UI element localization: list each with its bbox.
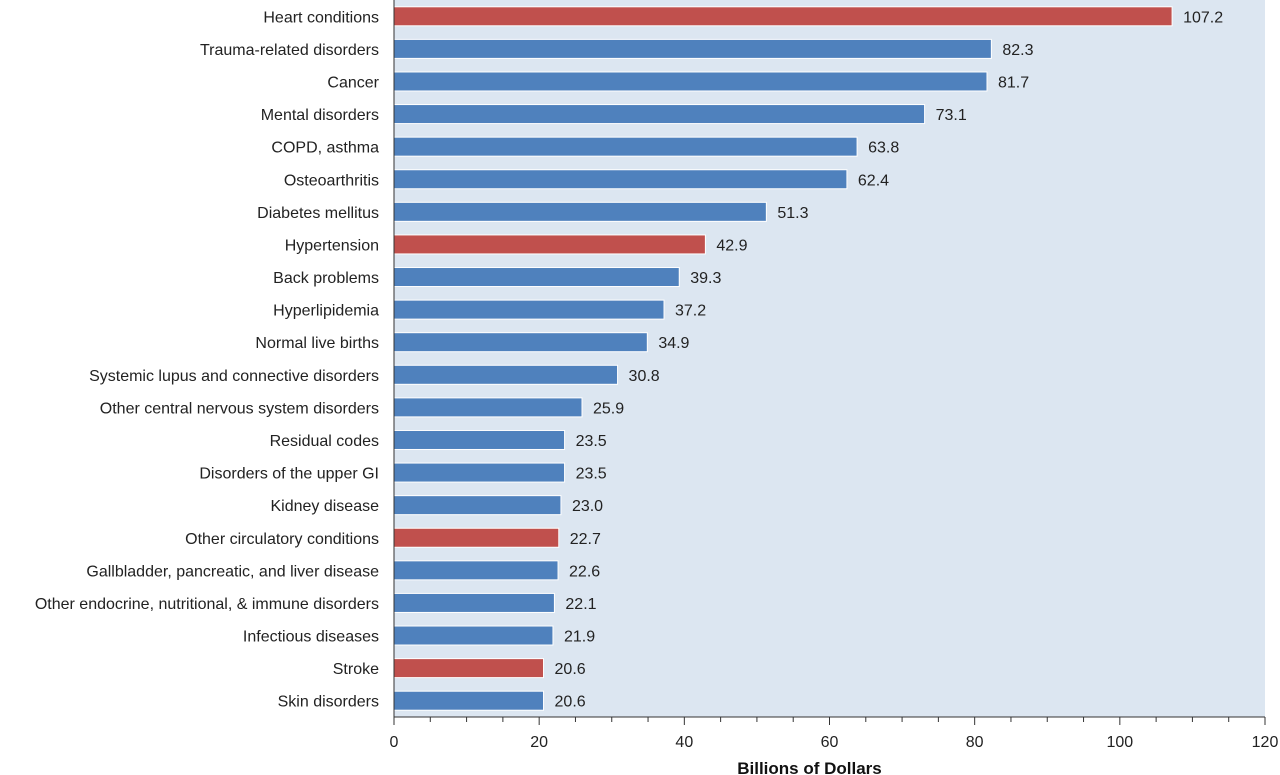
data-label: 51.3 — [777, 205, 808, 222]
data-label: 63.8 — [868, 140, 899, 157]
x-tick-label: 0 — [390, 734, 399, 751]
category-label: Trauma-related disorders — [200, 42, 379, 59]
data-label: 23.5 — [576, 433, 607, 450]
category-label: Stroke — [333, 661, 379, 678]
data-label: 73.1 — [936, 107, 967, 124]
data-label: 22.7 — [570, 531, 601, 548]
bar — [393, 592, 555, 613]
bar — [393, 690, 545, 711]
bar — [393, 38, 992, 59]
category-label: Skin disorders — [278, 694, 379, 711]
data-label: 107.2 — [1183, 9, 1223, 26]
bar — [393, 625, 554, 646]
category-label: Hypertension — [285, 237, 379, 254]
category-labels-group: Heart conditions Trauma-related disorders… — [35, 9, 380, 710]
data-label: 34.9 — [658, 335, 689, 352]
category-label: Hyperlipidemia — [273, 303, 379, 320]
data-label: 22.1 — [565, 596, 596, 613]
data-label: 23.0 — [572, 498, 603, 515]
category-label: Other endocrine, nutritional, & immune d… — [35, 596, 379, 613]
data-label: 62.4 — [858, 172, 889, 189]
category-label: Cancer — [327, 74, 379, 91]
bar — [393, 267, 680, 288]
bar — [393, 201, 767, 222]
data-label: 42.9 — [716, 237, 747, 254]
data-label: 82.3 — [1002, 42, 1033, 59]
bar — [393, 299, 665, 320]
data-label: 21.9 — [564, 629, 595, 646]
bar — [393, 658, 545, 679]
bar — [393, 6, 1173, 27]
category-label: Back problems — [273, 270, 379, 287]
x-tick-label: 100 — [1106, 734, 1133, 751]
data-label: 39.3 — [690, 270, 721, 287]
category-label: Infectious diseases — [243, 629, 379, 646]
bar — [393, 462, 566, 483]
data-label: 25.9 — [593, 400, 624, 417]
x-tick-label: 120 — [1252, 734, 1279, 751]
bar — [393, 71, 988, 92]
category-label: Diabetes mellitus — [257, 205, 379, 222]
bar — [393, 169, 848, 190]
category-label: Mental disorders — [261, 107, 379, 124]
bar — [393, 364, 619, 385]
x-tick-label: 20 — [530, 734, 548, 751]
category-label: Disorders of the upper GI — [199, 466, 379, 483]
data-label: 22.6 — [569, 563, 600, 580]
bar — [393, 332, 648, 353]
data-label: 30.8 — [629, 368, 660, 385]
category-label: Systemic lupus and connective disorders — [89, 368, 379, 385]
value-labels-group: 107.2 82.3 81.7 73.1 63.8 62.4 51.3 42.9 39.3 37.… — [555, 9, 1224, 710]
x-tick-label: 40 — [675, 734, 693, 751]
category-label: Heart conditions — [263, 9, 379, 26]
data-label: 37.2 — [675, 303, 706, 320]
category-label: Other circulatory conditions — [185, 531, 379, 548]
x-tick-label: 80 — [966, 734, 984, 751]
bar — [393, 104, 926, 125]
x-tick-label: 60 — [821, 734, 839, 751]
category-label: Other central nervous system disorders — [100, 400, 379, 417]
category-label: Residual codes — [270, 433, 379, 450]
bar — [393, 397, 583, 418]
x-axis-title: Billions of Dollars — [737, 759, 882, 775]
category-label: Gallbladder, pancreatic, and liver disea… — [86, 563, 379, 580]
bar — [393, 560, 559, 581]
bar — [393, 429, 566, 450]
data-label: 81.7 — [998, 74, 1029, 91]
data-label: 20.6 — [555, 694, 586, 711]
bar — [393, 495, 562, 516]
category-label: Normal live births — [255, 335, 379, 352]
bar — [393, 527, 560, 548]
category-label: Kidney disease — [270, 498, 379, 515]
x-axis: 0 20 40 60 80 100 120 — [390, 0, 1279, 751]
data-label: 23.5 — [576, 466, 607, 483]
bar — [393, 136, 858, 157]
category-label: COPD, asthma — [271, 140, 379, 157]
category-label: Osteoarthritis — [284, 172, 379, 189]
data-label: 20.6 — [555, 661, 586, 678]
bar — [393, 234, 706, 255]
